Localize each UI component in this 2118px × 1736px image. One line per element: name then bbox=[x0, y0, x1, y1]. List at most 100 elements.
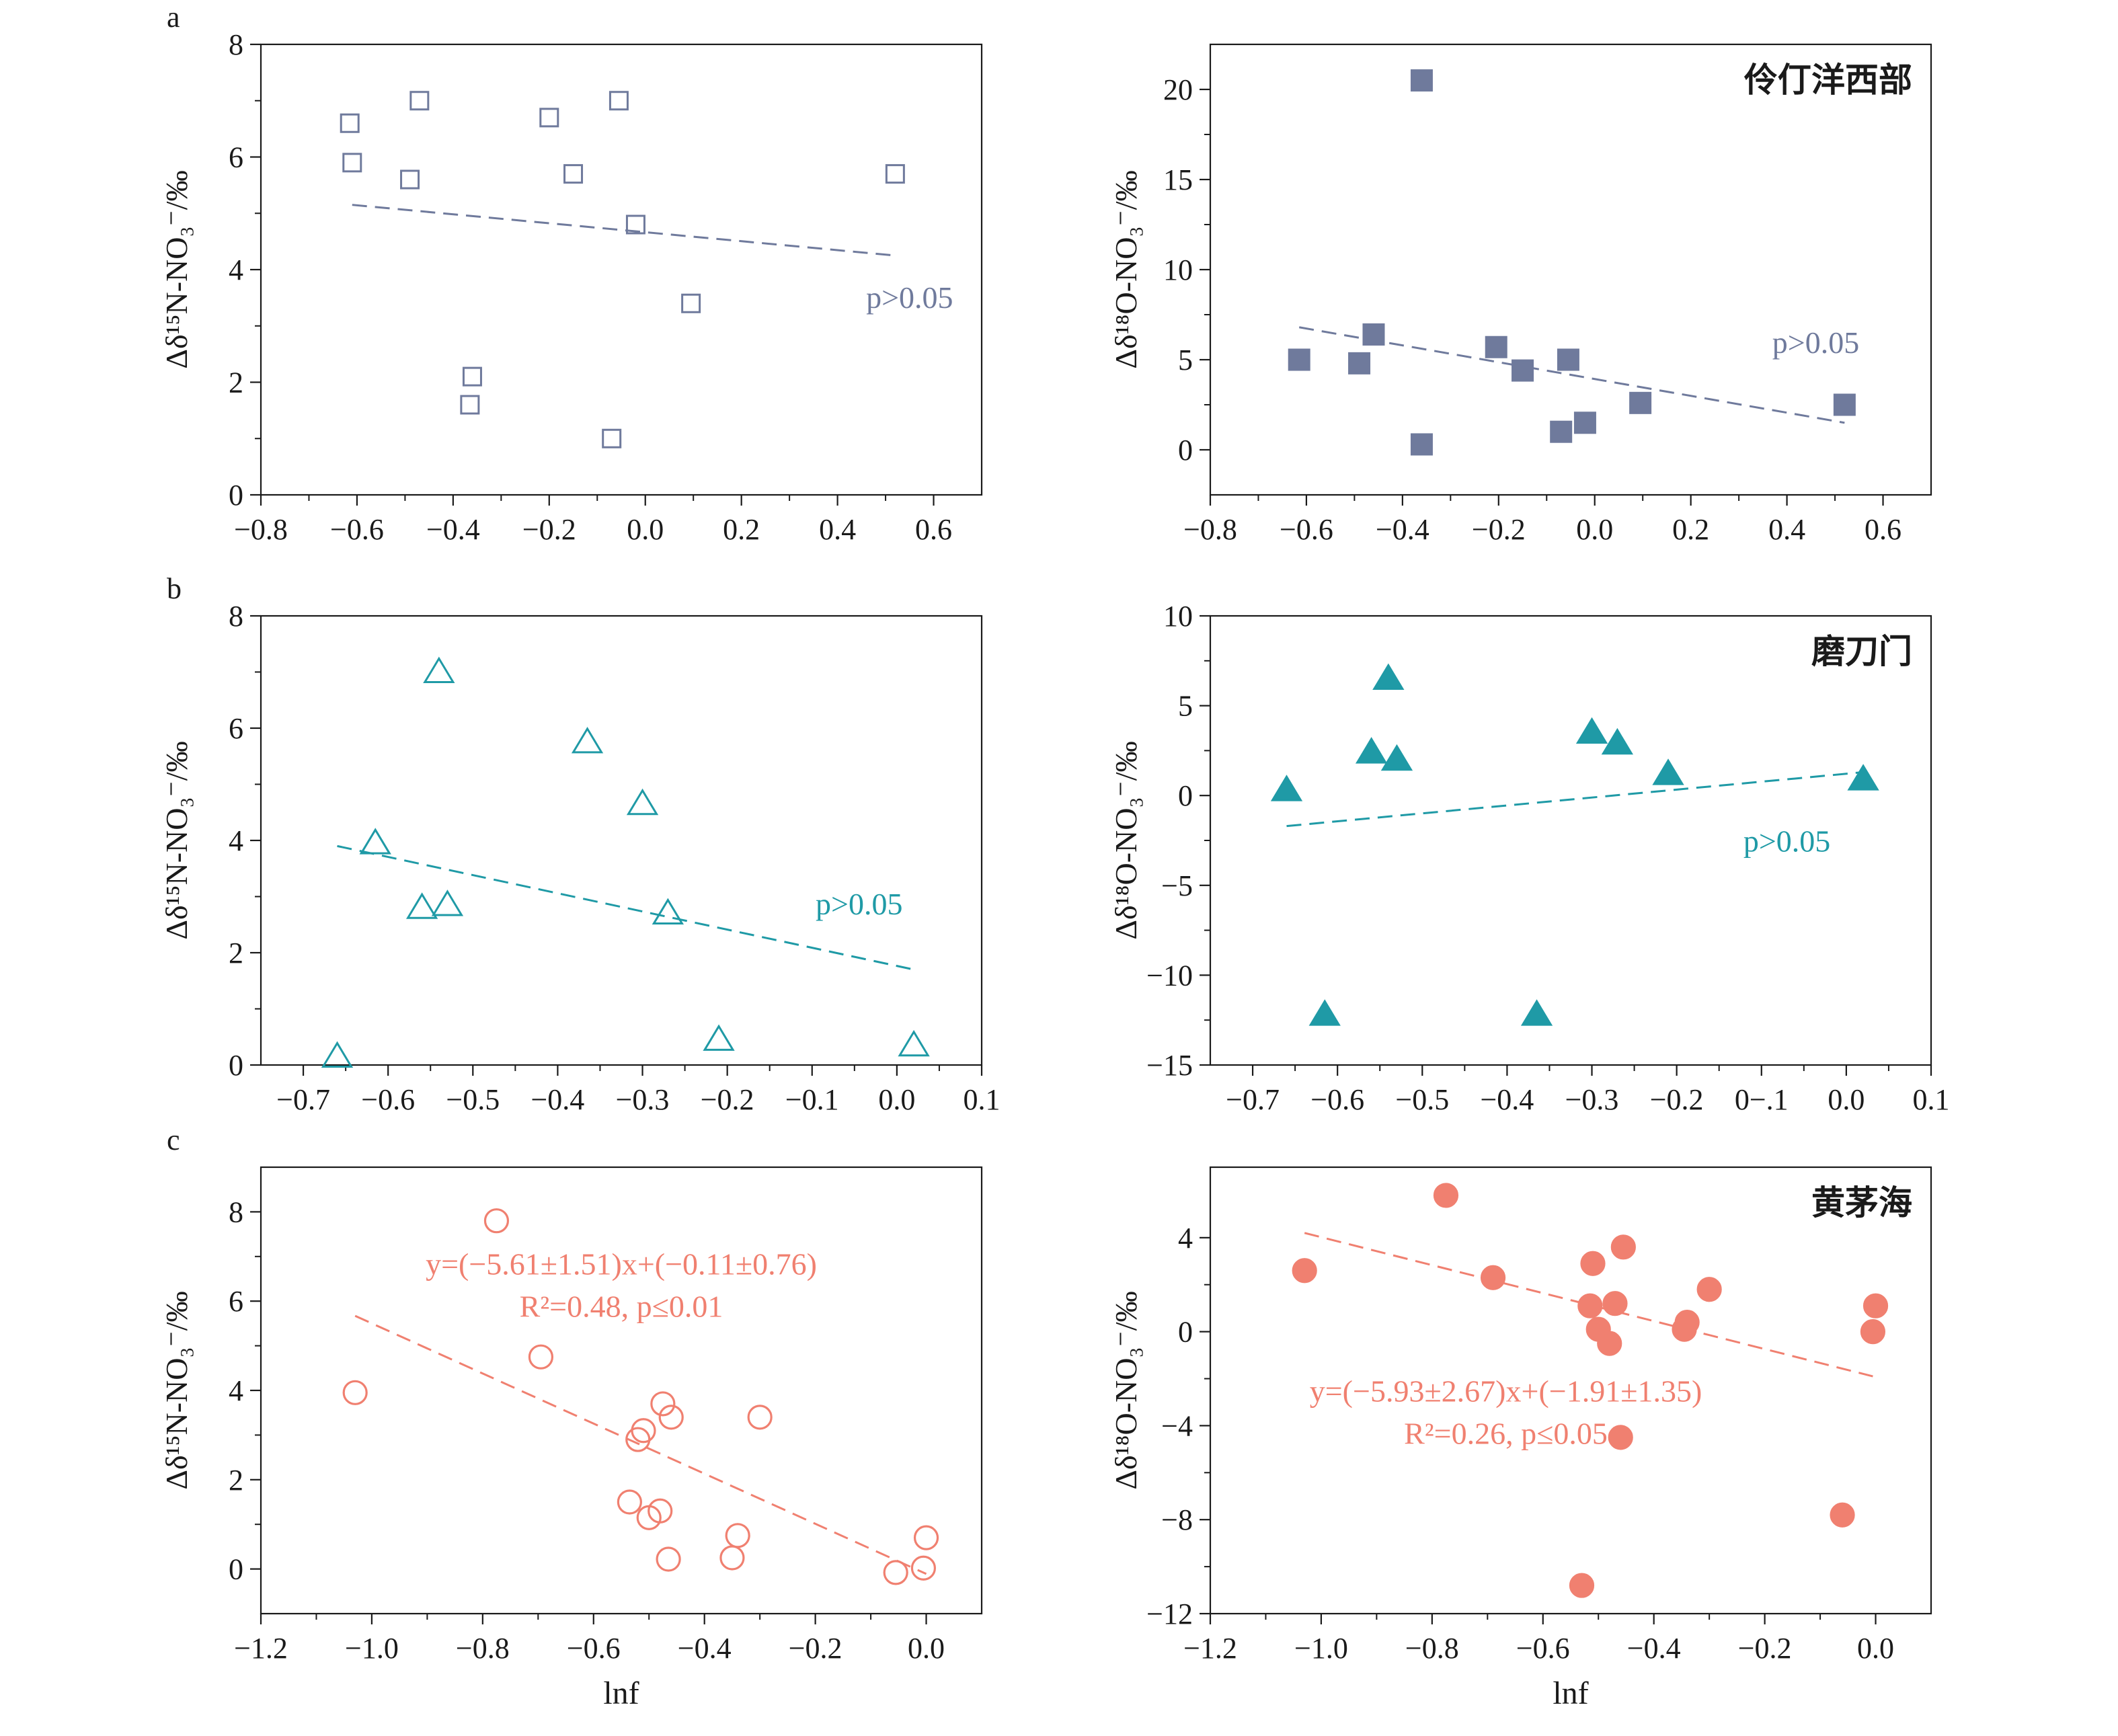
data-point bbox=[1577, 1293, 1603, 1318]
panel-5: −1.2 −1.0 −0.8 −0.6 −0.4 −0.2 0.0 0 2 4 6 8 Δδ¹⁵N-NO… bbox=[159, 1123, 983, 1711]
x-tick-label: −0.6 bbox=[1310, 1083, 1364, 1116]
y-tick-label: 6 bbox=[229, 712, 243, 745]
y-tick-label: 0 bbox=[1178, 1316, 1193, 1349]
y-tick-label: 0 bbox=[229, 479, 243, 512]
data-point bbox=[1629, 391, 1652, 414]
data-point bbox=[885, 164, 905, 184]
fit-line bbox=[1304, 1232, 1873, 1378]
stat-annotation: y=(−5.93±2.67)x+(−1.91±1.35) bbox=[1310, 1374, 1702, 1409]
x-tick-label: 0.2 bbox=[723, 513, 760, 546]
stat-annotation: p>0.05 bbox=[1772, 325, 1859, 360]
data-point bbox=[405, 892, 438, 919]
data-point bbox=[609, 91, 629, 111]
x-tick-label: 0.4 bbox=[1768, 513, 1805, 546]
y-tick-label: 15 bbox=[1163, 163, 1193, 196]
y-tick-label: 8 bbox=[229, 1195, 243, 1228]
fit-line bbox=[337, 844, 914, 971]
x-tick-label: −0.2 bbox=[522, 513, 576, 546]
x-tick-label: 0.0 bbox=[1576, 513, 1613, 546]
y-tick-label: −10 bbox=[1146, 959, 1193, 992]
data-point bbox=[898, 1029, 930, 1057]
data-point bbox=[1372, 663, 1405, 691]
data-point bbox=[1860, 1319, 1886, 1345]
x-tick-label: −0.2 bbox=[1472, 513, 1526, 546]
region-title: 伶仃洋西部 bbox=[1743, 61, 1912, 99]
y-tick-label: 2 bbox=[229, 366, 243, 399]
stat-annotation: p>0.05 bbox=[816, 887, 902, 921]
y-tick-label: 20 bbox=[1163, 73, 1193, 106]
plot-frame bbox=[260, 1166, 983, 1615]
data-point bbox=[883, 1560, 908, 1585]
plot-frame bbox=[260, 43, 983, 496]
y-tick-label: 0 bbox=[1178, 434, 1193, 467]
x-tick-label: −0.6 bbox=[1516, 1632, 1570, 1665]
y-tick-label: 0 bbox=[229, 1553, 243, 1586]
x-tick-label: −0.6 bbox=[1280, 513, 1333, 546]
x-tick-label: −1.2 bbox=[234, 1632, 288, 1665]
y-axis-label: Δδ¹⁵N-NO₃⁻/‰ bbox=[159, 170, 194, 368]
y-tick-label: 4 bbox=[229, 1374, 243, 1407]
fit-line bbox=[352, 204, 896, 257]
data-point bbox=[725, 1523, 750, 1548]
data-point bbox=[681, 293, 701, 313]
x-tick-label: 0.0 bbox=[627, 513, 664, 546]
data-point bbox=[1355, 737, 1388, 764]
data-point bbox=[625, 1427, 651, 1452]
x-tick-label: −0.4 bbox=[426, 513, 480, 546]
data-point bbox=[1569, 1573, 1595, 1598]
x-tick-label: 0−.1 bbox=[1735, 1083, 1789, 1116]
y-axis-label: Δδ¹⁵N-NO₃⁻/‰ bbox=[159, 741, 194, 939]
data-point bbox=[460, 395, 480, 415]
x-tick-label: −0.6 bbox=[330, 513, 384, 546]
fit-line bbox=[354, 1314, 927, 1575]
y-tick-label: 10 bbox=[1163, 600, 1193, 633]
x-tick-label: −0.8 bbox=[234, 513, 288, 546]
panel-2: −0.8 −0.6 −0.4 −0.2 0.0 0.2 0.4 0.6 0 5 10 15 20 Δδ¹⁸… bbox=[1109, 43, 1932, 546]
data-point bbox=[1847, 764, 1879, 791]
data-point bbox=[1362, 323, 1385, 346]
data-point bbox=[1410, 433, 1433, 456]
data-point bbox=[1557, 348, 1579, 371]
y-tick-label: 4 bbox=[229, 824, 243, 857]
data-point bbox=[1601, 727, 1634, 755]
data-point bbox=[652, 898, 684, 925]
data-point bbox=[423, 656, 455, 683]
y-tick-label: 2 bbox=[229, 1464, 243, 1497]
x-tick-label: −0.2 bbox=[701, 1083, 754, 1116]
data-point bbox=[617, 1489, 642, 1515]
data-point bbox=[1833, 393, 1856, 416]
data-point bbox=[1550, 420, 1573, 443]
data-point bbox=[400, 169, 420, 190]
x-tick-label: 0.1 bbox=[1913, 1083, 1950, 1116]
y-tick-label: 4 bbox=[229, 253, 243, 286]
data-point bbox=[1380, 744, 1413, 771]
data-point bbox=[1862, 1293, 1889, 1318]
x-tick-label: 0.2 bbox=[1672, 513, 1709, 546]
x-tick-label: −0.8 bbox=[1405, 1632, 1459, 1665]
panel-4: −0.7 −0.6 −0.5 −0.4 −0.3 −0.2 0−.1 0.0 0.1 −15 −10… bbox=[1109, 600, 1950, 1116]
data-point bbox=[571, 726, 604, 754]
data-point bbox=[321, 1041, 354, 1068]
stat-annotation: p>0.05 bbox=[866, 280, 953, 315]
panel-6: −1.2 −1.0 −0.8 −0.6 −0.4 −0.2 0.0 −12 −8 −4 0 4 Δδ¹⁸… bbox=[1109, 1166, 1932, 1711]
x-tick-label: 0.6 bbox=[1865, 513, 1901, 546]
data-point bbox=[431, 890, 464, 916]
y-tick-label: −4 bbox=[1161, 1409, 1193, 1442]
data-point bbox=[342, 1380, 368, 1405]
y-tick-label: −12 bbox=[1146, 1597, 1193, 1630]
y-tick-label: 6 bbox=[229, 141, 243, 174]
y-tick-label: 10 bbox=[1163, 253, 1193, 286]
data-point bbox=[650, 1391, 676, 1417]
data-point bbox=[342, 153, 362, 173]
data-point bbox=[539, 108, 559, 128]
data-point bbox=[1485, 336, 1507, 358]
y-tick-label: 0 bbox=[1178, 779, 1193, 812]
data-point bbox=[462, 366, 482, 387]
data-point bbox=[747, 1405, 773, 1430]
y-tick-label: 0 bbox=[229, 1049, 243, 1082]
y-axis-label: Δδ¹⁸O-NO₃⁻/‰ bbox=[1109, 170, 1143, 368]
y-tick-label: 6 bbox=[229, 1285, 243, 1318]
data-point bbox=[1597, 1331, 1622, 1356]
y-tick-label: 5 bbox=[1178, 344, 1193, 377]
data-point bbox=[703, 1024, 735, 1051]
